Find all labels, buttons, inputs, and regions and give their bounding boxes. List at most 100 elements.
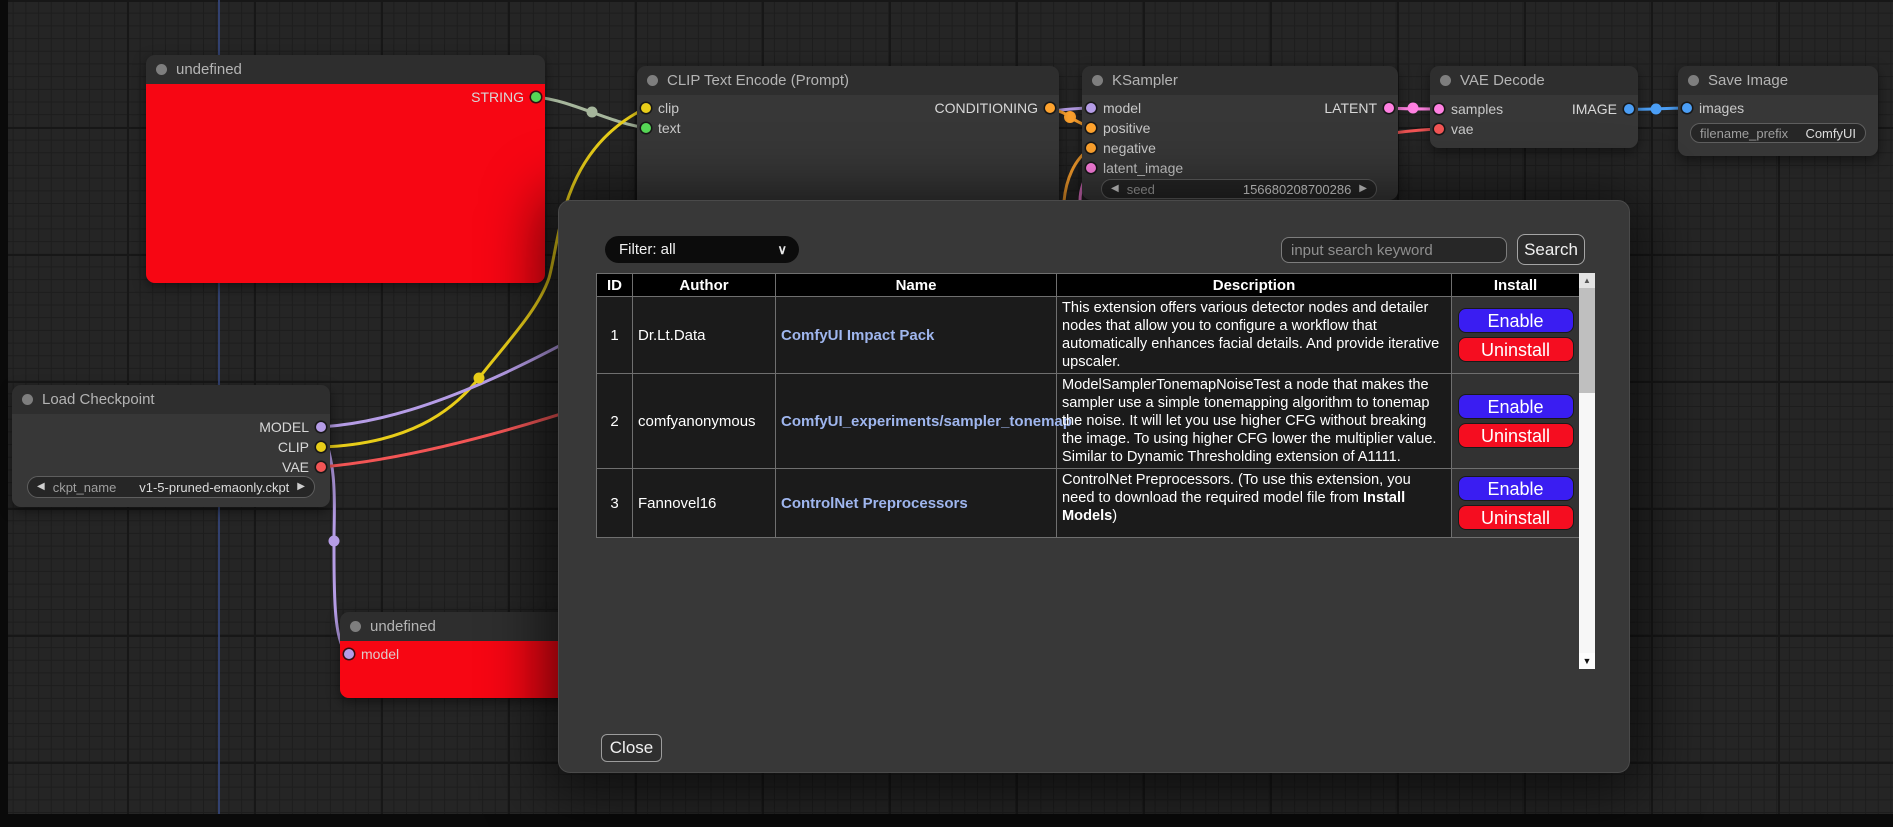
widget-next-icon[interactable] [297,482,305,492]
node-title: Load Checkpoint [42,391,155,408]
output-port-clip[interactable] [316,442,326,452]
node-title: undefined [370,618,436,635]
input-port-images[interactable] [1682,103,1692,113]
port-label: STRING [471,89,524,105]
port-label: VAE [282,459,309,475]
col-header-install: Install [1451,273,1580,297]
filename-prefix-widget[interactable]: filename_prefix ComfyUI [1690,123,1866,143]
output-port-model[interactable] [316,422,326,432]
uninstall-button[interactable]: Uninstall [1457,505,1574,530]
search-button[interactable]: Search [1517,234,1585,265]
input-port-latent-image[interactable] [1086,163,1096,173]
widget-prev-icon[interactable] [37,482,45,492]
input-port-model[interactable] [1086,103,1096,113]
node-title: VAE Decode [1460,72,1545,89]
scroll-up-icon[interactable] [1579,273,1595,288]
search-input[interactable] [1281,237,1507,263]
col-header-name: Name [775,273,1057,297]
col-header-author: Author [632,273,776,297]
close-button[interactable]: Close [601,734,662,762]
node-header[interactable]: KSampler [1082,66,1398,95]
enable-button[interactable]: Enable [1457,394,1574,419]
widget-prev-icon[interactable] [1111,184,1119,194]
input-port-positive[interactable] [1086,123,1096,133]
output-port-vae[interactable] [316,462,326,472]
collapse-dot-icon[interactable] [1092,75,1103,86]
port-label: latent_image [1103,160,1184,176]
extensions-table: ID Author Name Description Install 1 Dr.… [596,273,1580,538]
input-port-vae[interactable] [1434,124,1444,134]
collapse-dot-icon[interactable] [156,64,167,75]
output-port-image[interactable] [1624,104,1634,114]
cell-id: 2 [596,373,633,469]
collapse-dot-icon[interactable] [22,394,33,405]
port-label: CONDITIONING [934,100,1038,116]
input-port-text[interactable] [641,123,651,133]
port-label: positive [1103,120,1151,136]
custom-nodes-dialog: Filter: all Search ID Author Name Descri… [558,200,1630,773]
table-row: 2 comfyanonymous ComfyUI_experiments/sam… [596,373,1580,469]
col-header-id: ID [596,273,633,297]
uninstall-button[interactable]: Uninstall [1457,337,1574,362]
node-header[interactable]: Save Image [1678,66,1878,95]
node-title: CLIP Text Encode (Prompt) [667,72,850,89]
uninstall-button[interactable]: Uninstall [1457,423,1574,448]
widget-value: 156680208700286 [1242,181,1352,197]
node-save-image[interactable]: Save Image images filename_prefix ComfyU… [1678,66,1878,156]
extension-link[interactable]: ComfyUI_experiments/sampler_tonemap [781,412,1072,430]
widget-value: v1-5-pruned-emaonly.ckpt [139,479,290,495]
scroll-down-icon[interactable] [1579,653,1595,669]
port-label: vae [1451,121,1474,137]
cell-description: ModelSamplerTonemapNoiseTest a node that… [1056,373,1452,469]
port-label: LATENT [1324,100,1377,116]
port-label: IMAGE [1571,101,1617,117]
node-header[interactable]: Load Checkpoint [12,385,330,414]
node-undefined-top[interactable]: undefined STRING [146,55,545,283]
input-port-clip[interactable] [641,103,651,113]
enable-button[interactable]: Enable [1457,308,1574,333]
table-scrollbar[interactable] [1579,273,1595,669]
cell-author: Dr.Lt.Data [632,296,776,374]
seed-widget[interactable]: seed 156680208700286 [1101,179,1377,199]
node-header[interactable]: VAE Decode [1430,66,1638,95]
canvas-edge-bottom [0,814,1893,827]
input-port-samples[interactable] [1434,104,1444,114]
output-port-string[interactable] [531,92,541,102]
table-row: 3 Fannovel16 ControlNet Preprocessors Co… [596,468,1580,538]
cell-author: Fannovel16 [632,468,776,538]
port-label: text [658,120,681,136]
port-label: model [1103,100,1142,116]
widget-name: filename_prefix [1700,125,1789,141]
node-header[interactable]: undefined [146,55,545,84]
extension-link[interactable]: ComfyUI Impact Pack [781,326,935,344]
node-ksampler[interactable]: KSampler model positive negative latent_… [1082,66,1398,200]
filter-dropdown[interactable]: Filter: all [605,236,799,263]
collapse-dot-icon[interactable] [1688,75,1699,86]
collapse-dot-icon[interactable] [647,75,658,86]
node-title: KSampler [1112,72,1178,89]
widget-next-icon[interactable] [1359,184,1367,194]
output-port-latent[interactable] [1384,103,1394,113]
node-vae-decode[interactable]: VAE Decode samples vae IMAGE [1430,66,1638,148]
cell-description: This extension offers various detector n… [1056,296,1452,374]
port-label: clip [658,100,680,116]
extension-link[interactable]: ControlNet Preprocessors [781,494,968,512]
collapse-dot-icon[interactable] [350,621,361,632]
enable-button[interactable]: Enable [1457,476,1574,501]
widget-value: ComfyUI [1805,125,1856,141]
collapse-dot-icon[interactable] [1440,75,1451,86]
input-port-negative[interactable] [1086,143,1096,153]
node-header[interactable]: CLIP Text Encode (Prompt) [637,66,1059,95]
col-header-description: Description [1056,273,1452,297]
node-load-checkpoint[interactable]: Load Checkpoint MODEL CLIP VAE ckpt_name… [12,385,330,507]
cell-id: 1 [596,296,633,374]
cell-id: 3 [596,468,633,538]
cell-description: ControlNet Preprocessors. (To use this e… [1056,468,1452,538]
ckpt-name-widget[interactable]: ckpt_name v1-5-pruned-emaonly.ckpt [27,476,315,498]
output-port-conditioning[interactable] [1045,103,1055,113]
node-clip-text-encode[interactable]: CLIP Text Encode (Prompt) clip text COND… [637,66,1059,210]
link-dot [1650,103,1662,115]
input-port-model[interactable] [344,649,354,659]
scrollbar-thumb[interactable] [1579,288,1595,393]
